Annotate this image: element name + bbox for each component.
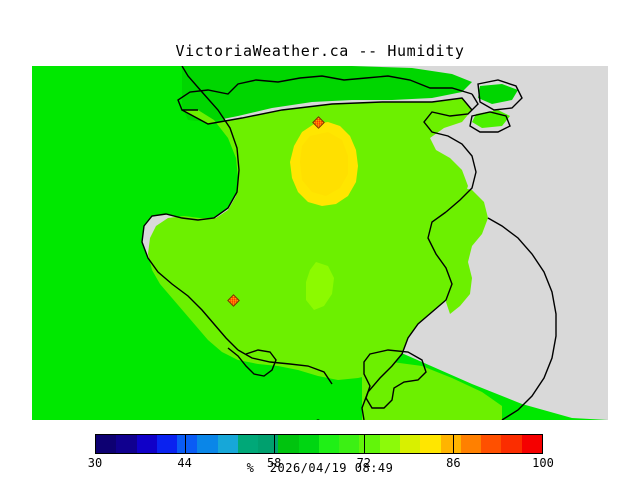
contour-band-72-86 [290, 122, 358, 206]
colorbar-tick-line-86 [453, 434, 455, 454]
colorbar-swatch-5 [197, 435, 218, 453]
colorbar-tick-label-100: 100 [532, 456, 554, 470]
colorbar-swatch-13 [359, 435, 380, 453]
colorbar-swatch-19 [481, 435, 502, 453]
colorbar-tick-label-30: 30 [87, 456, 103, 470]
colorbar-gradient [95, 434, 543, 454]
colorbar-swatch-15 [399, 435, 421, 453]
colorbar-swatch-21 [521, 435, 542, 453]
colorbar-swatch-7 [237, 435, 259, 453]
colorbar-swatch-11 [318, 435, 340, 453]
colorbar-swatch-17 [440, 435, 461, 453]
colorbar-swatch-20 [501, 435, 522, 453]
humidity-contour-map [32, 66, 608, 420]
colorbar-swatch-2 [136, 435, 157, 453]
map-canvas [32, 66, 608, 420]
colorbar-swatch-9 [278, 435, 299, 453]
colorbar: 30 44 58 72 86 100 [88, 434, 554, 470]
contour-band-65-72 [148, 98, 502, 420]
colorbar-swatch-14 [379, 435, 400, 453]
colorbar-swatch-1 [116, 435, 137, 453]
colorbar-tick-line-72 [363, 434, 365, 454]
coastline-layer [141, 66, 557, 420]
colorbar-swatch-3 [156, 435, 178, 453]
colorbar-tick-label-44: 44 [177, 456, 192, 470]
colorbar-swatch-8 [258, 435, 279, 453]
colorbar-swatch-18 [460, 435, 482, 453]
colorbar-tick-label-58: 58 [266, 456, 282, 470]
colorbar-swatch-10 [298, 435, 319, 453]
colorbar-tick-line-58 [274, 434, 276, 454]
colorbar-swatch-4 [177, 435, 198, 453]
colorbar-tick-label-86: 86 [446, 456, 461, 470]
colorbar-caption: % 2026/04/19 08:49 [246, 461, 394, 475]
colorbar-swatch-16 [420, 435, 441, 453]
colorbar-swatch-0 [96, 435, 117, 453]
colorbar-tick-label-72: 72 [356, 456, 372, 470]
page-title: VictoriaWeather.ca -- Humidity [175, 42, 465, 60]
colorbar-swatch-6 [217, 435, 238, 453]
colorbar-tick-line-44 [184, 434, 186, 454]
colorbar-swatch-12 [339, 435, 360, 453]
